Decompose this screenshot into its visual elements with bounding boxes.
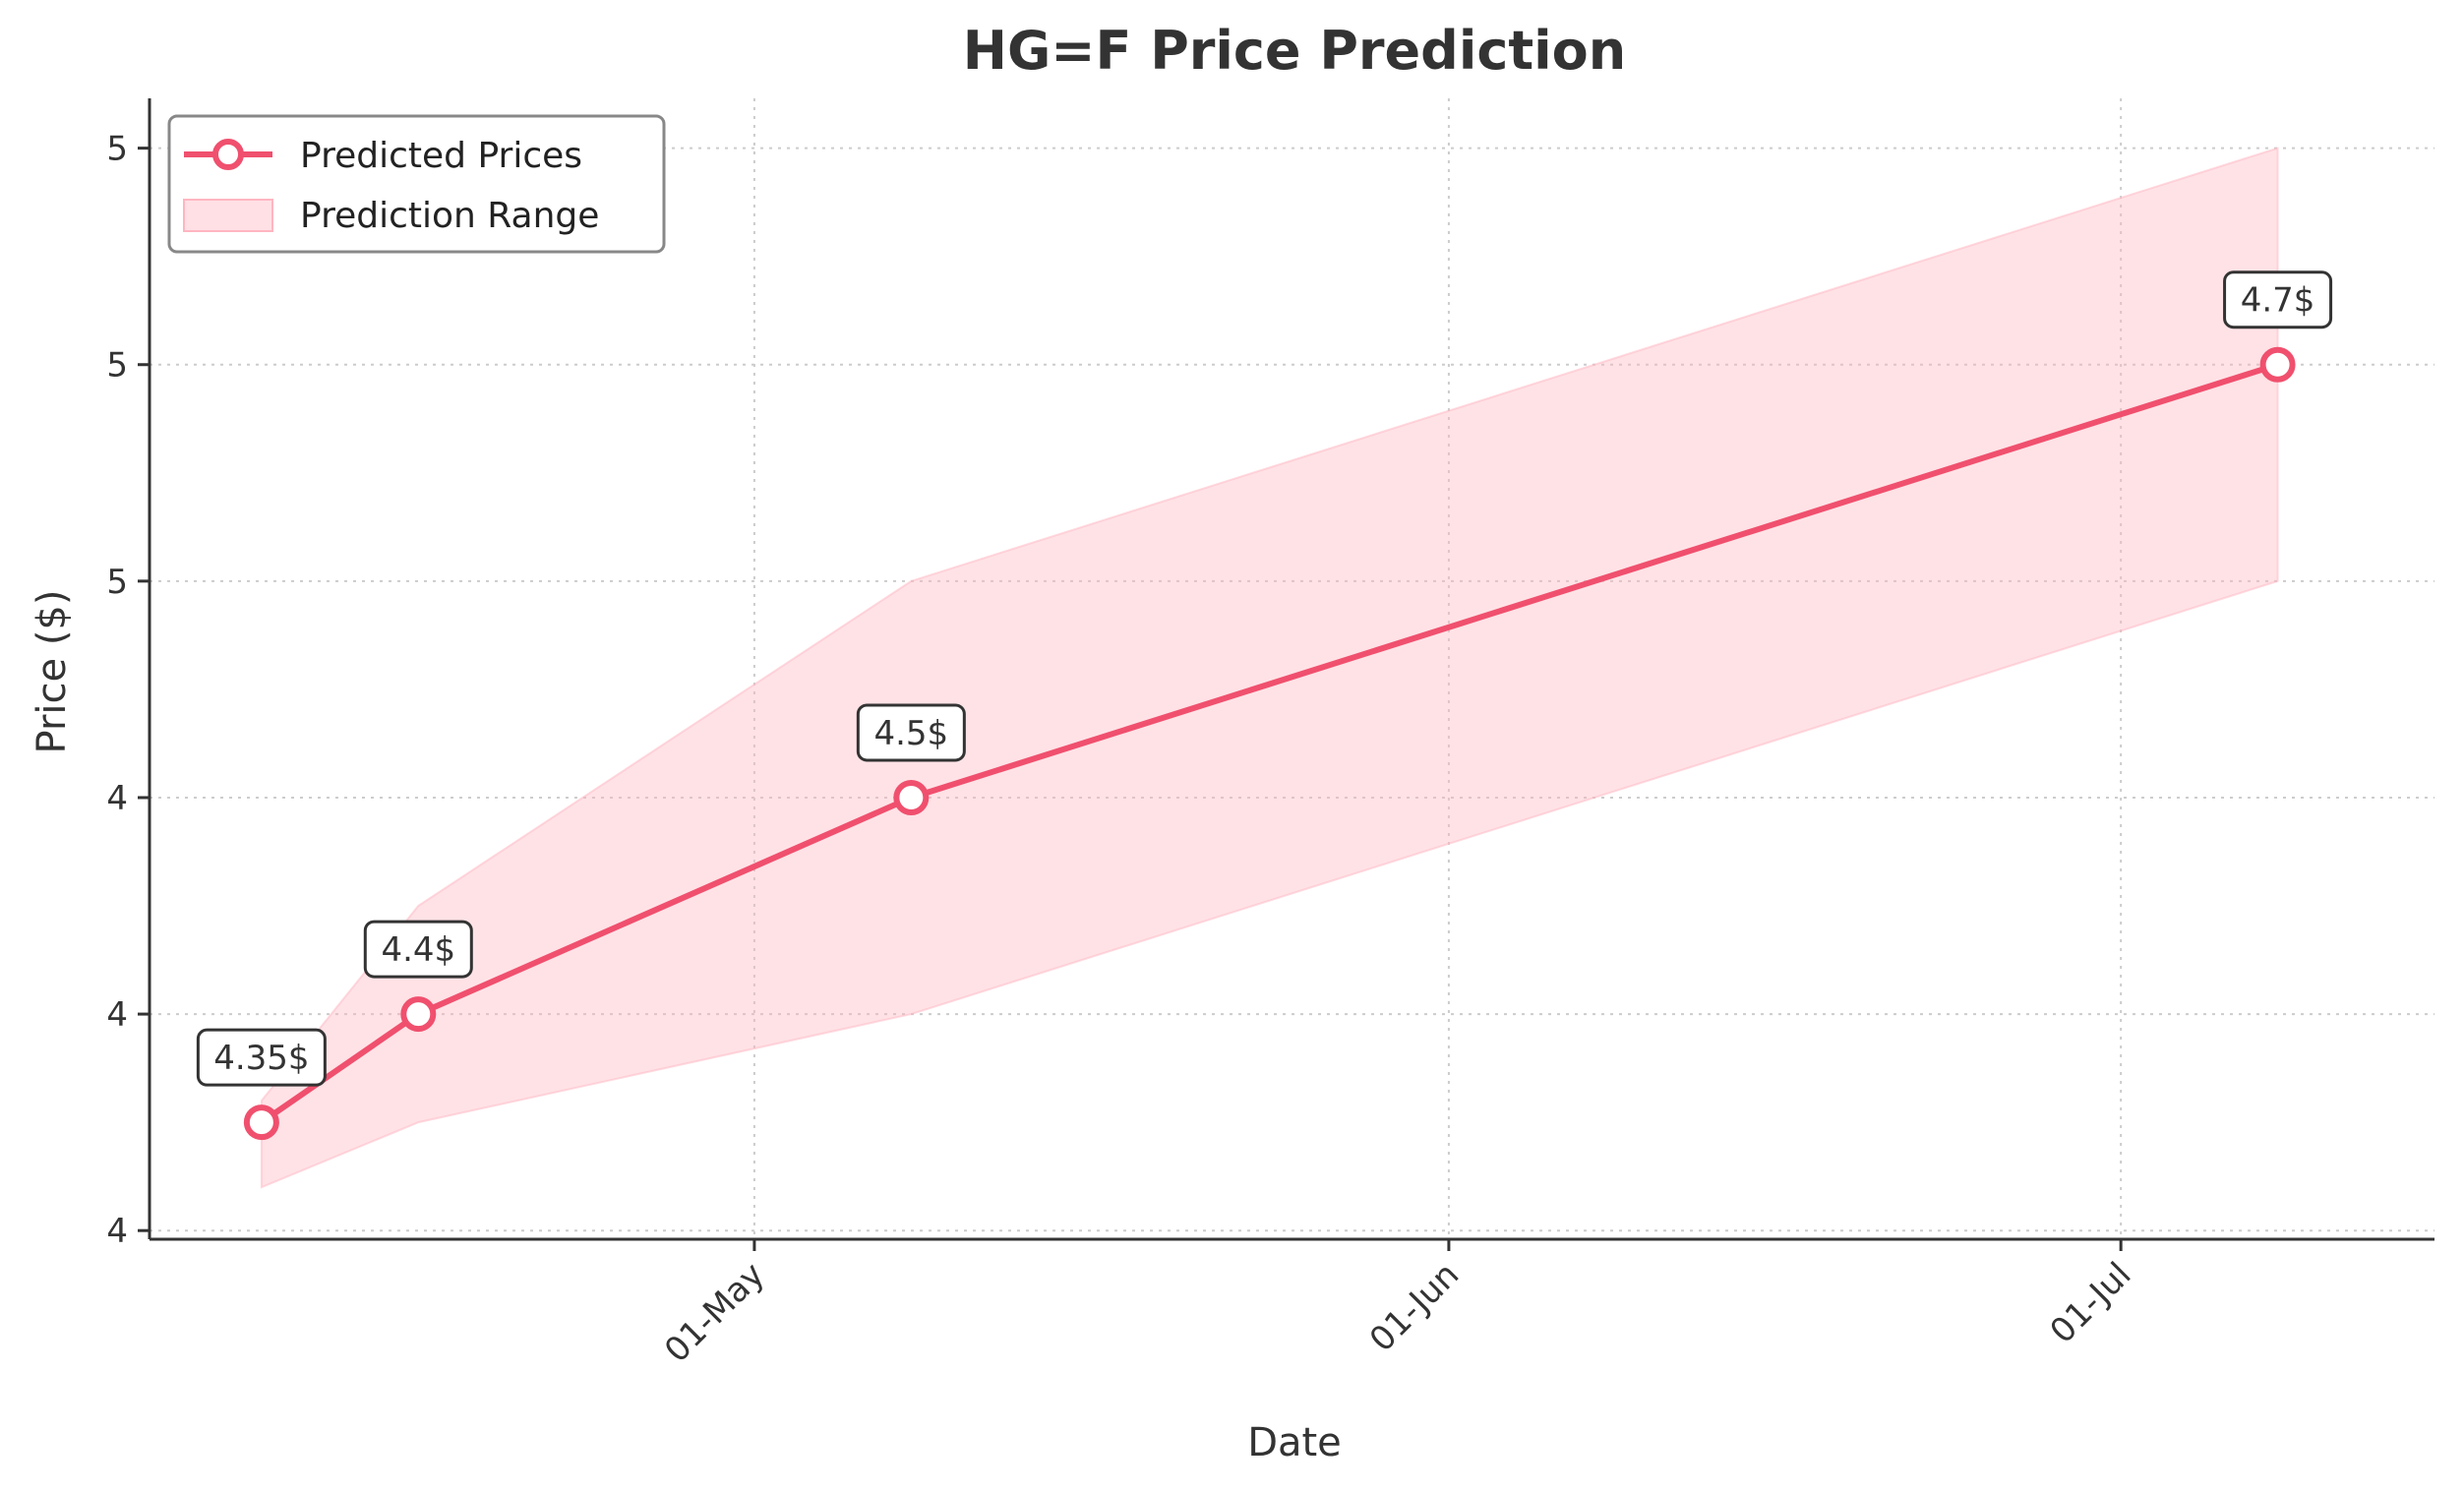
legend-label-prediction-range: Prediction Range <box>300 196 599 236</box>
legend-frame <box>167 114 666 254</box>
legend-range-swatch <box>183 199 273 232</box>
data-point-marker <box>243 1104 279 1141</box>
y-tick-label: 5 <box>106 130 128 169</box>
prediction-range-layer <box>260 147 2279 1189</box>
x-axis-label: Date <box>1247 1420 1342 1465</box>
data-point-marker <box>400 996 437 1033</box>
y-tick-label: 5 <box>106 563 128 602</box>
data-label: 4.35$ <box>213 1039 309 1078</box>
prediction-range-band <box>260 147 2279 1189</box>
y-tick-label: 4 <box>106 1212 128 1251</box>
data-label: 4.5$ <box>873 714 948 753</box>
y-tick-label: 4 <box>106 779 128 818</box>
y-tick-label: 5 <box>106 346 128 386</box>
legend-marker-swatch <box>212 139 244 170</box>
legend: Predicted Prices Prediction Range <box>167 114 666 254</box>
data-label-box <box>856 703 966 762</box>
predicted-prices-line <box>260 361 2279 1125</box>
data-label: 4.4$ <box>381 930 455 970</box>
legend-label-predicted-prices: Predicted Prices <box>300 136 582 176</box>
predicted-prices-layer <box>243 346 2296 1141</box>
data-label-box <box>196 1028 327 1087</box>
y-axis-label: Price ($) <box>30 590 75 754</box>
data-label-box <box>2223 270 2333 329</box>
y-tick-label: 4 <box>106 995 128 1035</box>
grid-layer <box>150 98 2434 1239</box>
data-point-marker <box>893 779 930 815</box>
annotations-layer: 4.35$ 4.4$ 4.5$ 4.7$ <box>196 270 2333 1087</box>
data-point-marker <box>2259 346 2296 383</box>
data-label-box <box>363 920 473 979</box>
chart-title: HG=F Price Prediction <box>963 20 1626 82</box>
data-label: 4.7$ <box>2241 281 2315 321</box>
